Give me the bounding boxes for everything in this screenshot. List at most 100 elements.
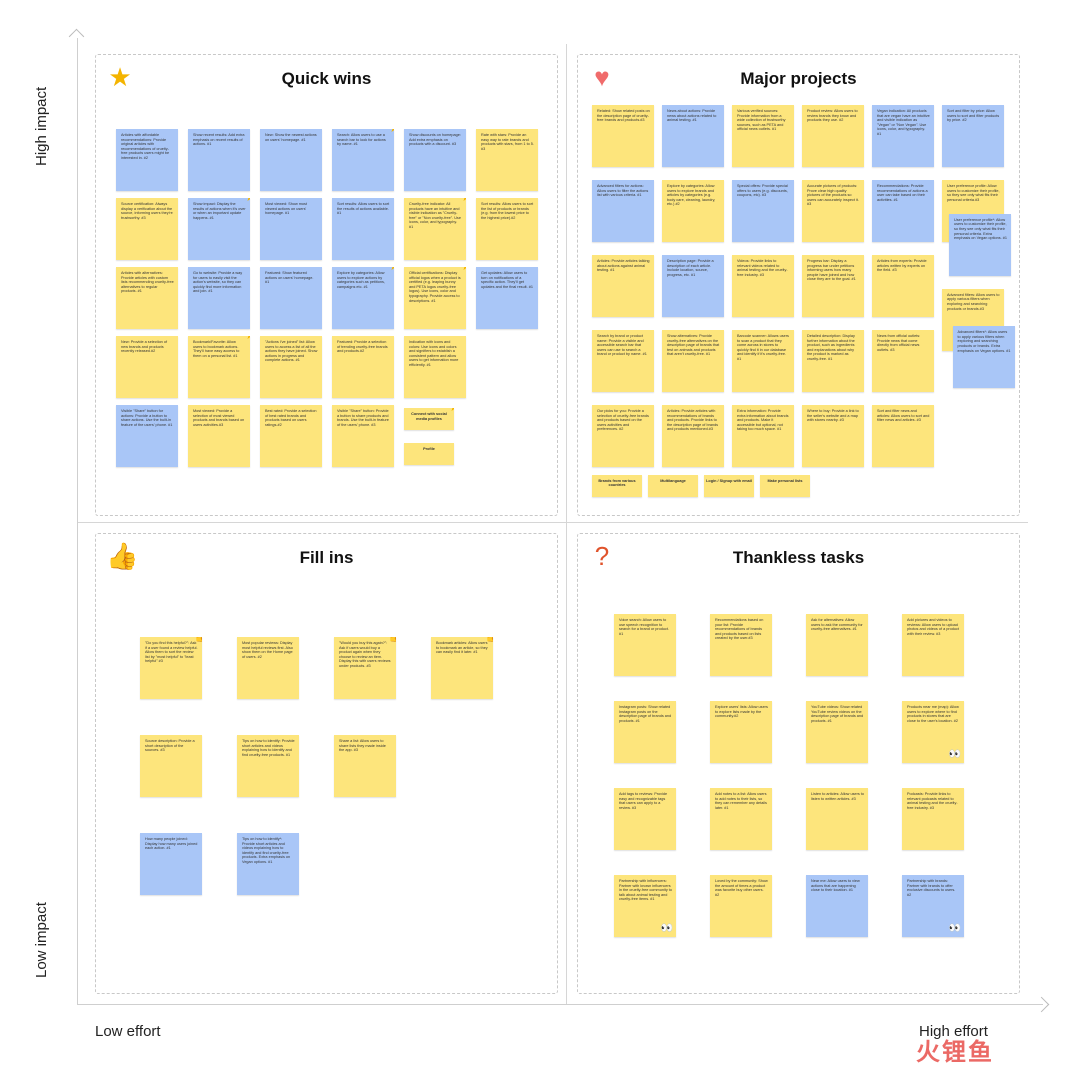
sticky-note[interactable]: Advanced filters*: Allow users to apply … xyxy=(952,326,1015,389)
sticky-note[interactable]: Search by brand or product name: Provide… xyxy=(592,330,654,392)
quadrant-fill-ins: 👍 Fill ins "Do you find this helpful?": … xyxy=(95,533,558,994)
x-axis-label-high: High effort xyxy=(919,1023,988,1040)
sticky-note[interactable]: Tips on how to identify: Provide short a… xyxy=(237,735,299,797)
sticky-note[interactable]: Videos: Provide links to relevant videos… xyxy=(732,255,794,317)
sticky-note[interactable]: Recommendations: Provide recommendations… xyxy=(872,180,934,242)
sticky-note[interactable]: Instagram posts: Show related Instagram … xyxy=(614,701,676,763)
sticky-note-text: Advanced filters for actions: Allow user… xyxy=(597,184,649,198)
sticky-note[interactable]: Various verified sources: Provide inform… xyxy=(732,105,794,167)
sticky-note[interactable]: Advanced filters for actions: Allow user… xyxy=(592,180,654,242)
sticky-note[interactable]: Rate with stars: Provide an easy way to … xyxy=(476,129,538,191)
sticky-note[interactable]: Indication with icons and colors: Use ic… xyxy=(404,336,466,398)
sticky-note[interactable]: Sort and filter news and articles: Allow… xyxy=(872,405,934,467)
sticky-note-text: Most viewed: Provide a selection of most… xyxy=(193,409,245,427)
sticky-note[interactable]: Visible "Share" button for actions: Prov… xyxy=(116,405,178,467)
sticky-note[interactable]: Add pictures and videos to reviews: Allo… xyxy=(902,614,964,676)
sticky-note[interactable]: Progress bar: Display a progress bar und… xyxy=(802,255,864,317)
sticky-note[interactable]: Share a list: Allow users to share lists… xyxy=(334,735,396,797)
sticky-note[interactable]: Voice search: Allow users to use speech … xyxy=(614,614,676,676)
sticky-note[interactable]: Most viewed: Provide a selection of most… xyxy=(188,405,250,467)
sticky-note-text: Indication with icons and colors: Use ic… xyxy=(409,340,459,367)
sticky-note[interactable]: Detailed description: Display further in… xyxy=(802,330,864,392)
sticky-note[interactable]: "Do you find this helpful?": Ask if a us… xyxy=(140,637,202,699)
sticky-note[interactable]: New: Provide a selection of new brands a… xyxy=(116,336,178,398)
sticky-note[interactable]: Explore by categories: Allow users to ex… xyxy=(662,180,724,242)
sticky-note[interactable]: Official certifications: Display officia… xyxy=(404,267,466,329)
sticky-note[interactable]: Where to buy: Provide a link to the sell… xyxy=(802,405,864,467)
sticky-note[interactable]: Articles: Provide articles with recommen… xyxy=(662,405,724,467)
sticky-note[interactable]: Product review: Allow users to review br… xyxy=(802,105,864,167)
sticky-note[interactable]: Get updates: Allow users to turn on noti… xyxy=(476,267,538,329)
sticky-note[interactable]: New: Show the newest actions on users' h… xyxy=(260,129,322,191)
sticky-note[interactable]: Show impact: Display the results of acti… xyxy=(188,198,250,260)
sticky-note[interactable]: Source description: Provide a short desc… xyxy=(140,735,202,797)
sticky-note[interactable]: Related: Show related posts on the descr… xyxy=(592,105,654,167)
sticky-note-text: Explore by categories: Allow users to ex… xyxy=(667,184,716,207)
sticky-note[interactable]: Vegan indication: All products that are … xyxy=(872,105,934,167)
sticky-note[interactable]: Bookmark articles: Allow users to bookma… xyxy=(431,637,493,699)
sticky-label[interactable]: Login / Signup with email xyxy=(704,474,754,497)
star-icon: ★ xyxy=(245,336,250,342)
sticky-note[interactable]: Sort results: Allow users to sort the li… xyxy=(476,198,538,260)
sticky-note[interactable]: Products near me (map): Allow users to e… xyxy=(902,701,964,763)
sticky-note[interactable]: Explore by categories: Allow users to ex… xyxy=(332,267,394,329)
quadrant-title: Quick wins xyxy=(281,69,372,88)
sticky-note[interactable]: Articles with alternatives: Provide arti… xyxy=(116,267,178,329)
sticky-note[interactable]: Extra information: Provide extra informa… xyxy=(732,405,794,467)
sticky-note[interactable]: Podcasts: Provide links to relevant podc… xyxy=(902,788,964,850)
sticky-note[interactable]: Most popular reviews: Display most helpf… xyxy=(237,637,299,699)
sticky-note[interactable]: Featured: Show featured actions on users… xyxy=(260,267,322,329)
sticky-note[interactable]: Description page: Provide a description … xyxy=(662,255,724,317)
sticky-label[interactable]: Connect with social media profiles★ xyxy=(404,408,454,431)
sticky-note[interactable]: "Would you buy this again?": Ask if user… xyxy=(334,637,396,699)
sticky-note[interactable]: Special offers: Provide special offers t… xyxy=(732,180,794,242)
sticky-note[interactable]: News from official outlets: Provide news… xyxy=(872,330,934,392)
star-icon: ★ xyxy=(389,267,394,273)
sticky-note[interactable]: Partnership with influencers: Partner wi… xyxy=(614,875,676,937)
sticky-note[interactable]: Search: Allow users to use a search bar … xyxy=(332,129,394,191)
sticky-note[interactable]: Show recent results: Add extra emphasis … xyxy=(188,129,250,191)
sticky-note[interactable]: Featured: Provide a selection of trendin… xyxy=(332,336,394,398)
sticky-note[interactable]: Tips on how to identify*: Provide short … xyxy=(237,833,299,895)
sticky-note[interactable]: Articles with affordable recommendations… xyxy=(116,129,178,191)
sticky-note[interactable]: Add notes to a list: Allow users to add … xyxy=(710,788,772,850)
sticky-note[interactable]: Near me: Allow users to view actions tha… xyxy=(806,875,868,937)
sticky-note[interactable]: Bookmark/Favorite: Allow users to bookma… xyxy=(188,336,250,398)
sticky-note[interactable]: Loved by the community: Show the amount … xyxy=(710,875,772,937)
heart-icon: ♥ xyxy=(640,475,642,481)
sticky-note[interactable]: Our picks for you: Provide a selection o… xyxy=(592,405,654,467)
sticky-note[interactable]: Barcode scanner: Allows users to scan a … xyxy=(732,330,794,392)
sticky-note[interactable]: Visible "Share" button: Provide a button… xyxy=(332,405,394,467)
sticky-note[interactable]: How many people joined: Display how many… xyxy=(140,833,202,895)
sticky-note[interactable]: Go to website: Provide a way for users t… xyxy=(188,267,250,329)
sticky-label[interactable]: Make personal lists xyxy=(760,474,810,497)
sticky-note[interactable]: Show alternatives: Provide cruelty-free … xyxy=(662,330,724,392)
sticky-note[interactable]: Articles from experts: Provide articles … xyxy=(872,255,934,317)
sticky-note[interactable]: News about actions: Provide news about a… xyxy=(662,105,724,167)
sticky-note[interactable]: Articles: Provide articles talking about… xyxy=(592,255,654,317)
sticky-note[interactable]: "Actions I've joined" list: Allow users … xyxy=(260,336,322,398)
sticky-note[interactable]: Best rated: Provide a selection of best … xyxy=(260,405,322,467)
sticky-note[interactable]: Accurate pictures of products: Prove cle… xyxy=(802,180,864,242)
sticky-note[interactable]: Source certification: Always display a v… xyxy=(116,198,178,260)
quadrant-title: Major projects xyxy=(740,69,857,88)
sticky-note[interactable]: Most viewed: Show most viewed actions on… xyxy=(260,198,322,260)
sticky-note[interactable]: User preference profile*: Allow users to… xyxy=(949,213,1011,276)
sticky-note[interactable]: Partnership with brands: Partner with br… xyxy=(902,875,964,937)
sticky-note[interactable]: Explore users' lists: Allow users to exp… xyxy=(710,701,772,763)
sticky-note[interactable]: YouTube videos: Show related YouTube rev… xyxy=(806,701,868,763)
sticky-note-text: Bookmark articles: Allow users to bookma… xyxy=(436,641,488,655)
sticky-note[interactable]: Listen to articles: Allow users to liste… xyxy=(806,788,868,850)
sticky-note[interactable]: Sort results: Allow users to sort the re… xyxy=(332,198,394,260)
sticky-note[interactable]: Sort and filter by price: Allow users to… xyxy=(942,105,1004,167)
sticky-note[interactable]: Cruelty-free indicator: All products hav… xyxy=(404,198,466,260)
sticky-note[interactable]: Add tags to reviews: Provide easy and re… xyxy=(614,788,676,850)
sticky-note-text: News from official outlets: Provide news… xyxy=(877,334,921,352)
sticky-note-text: Explore users' lists: Allow users to exp… xyxy=(715,705,768,719)
sticky-note[interactable]: Ask for alternatives: Allow users to ask… xyxy=(806,614,868,676)
sticky-note[interactable]: Show discounts on homepage: Add extra em… xyxy=(404,129,466,191)
sticky-label[interactable]: Profile xyxy=(404,442,454,465)
sticky-label[interactable]: Brands from various countries ♥ xyxy=(592,474,642,497)
sticky-label[interactable]: Multilanguage ♥ xyxy=(648,474,698,497)
sticky-note[interactable]: Recommendations based on your list: Prov… xyxy=(710,614,772,676)
